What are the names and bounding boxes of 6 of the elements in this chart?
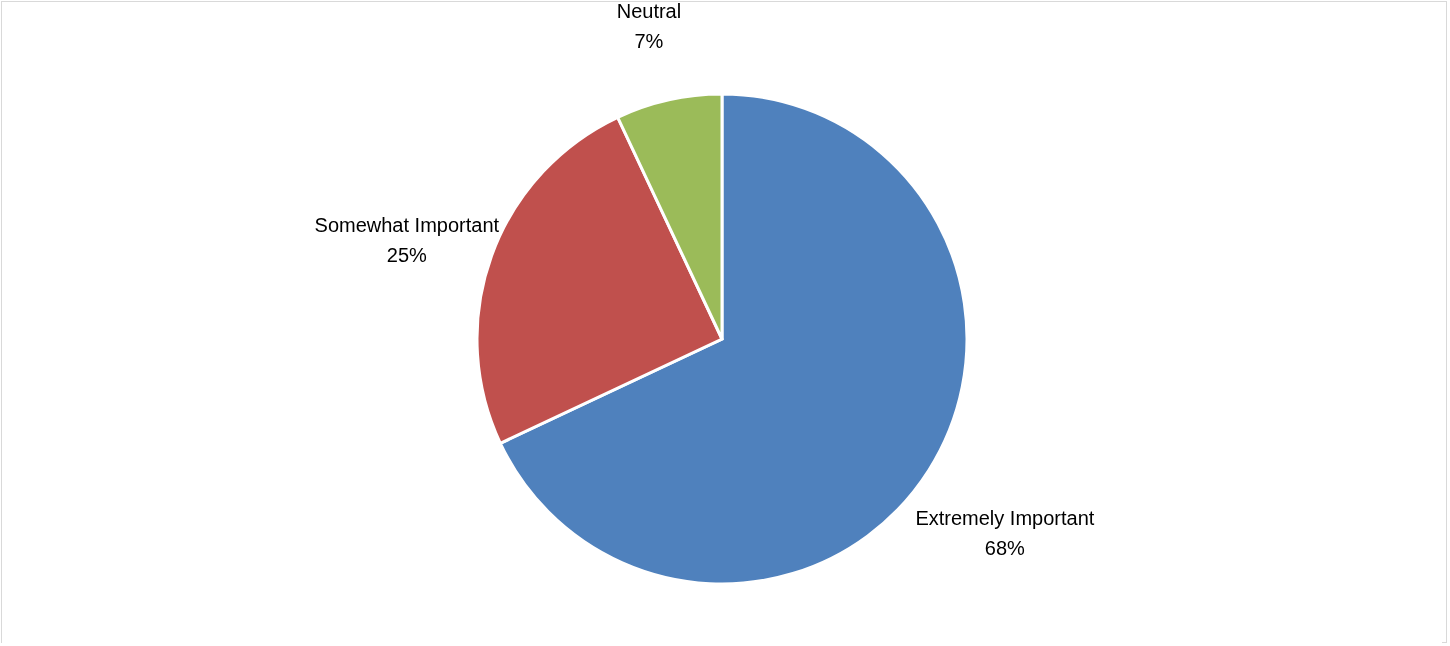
- slice-label: Extremely Important: [915, 506, 1095, 529]
- data-label: 25%: [386, 243, 428, 266]
- slice-label: Somewhat Important: [314, 213, 500, 236]
- slice-label: Neutral: [616, 0, 682, 23]
- data-label: 68%: [984, 536, 1026, 559]
- data-label: 7%: [634, 30, 664, 53]
